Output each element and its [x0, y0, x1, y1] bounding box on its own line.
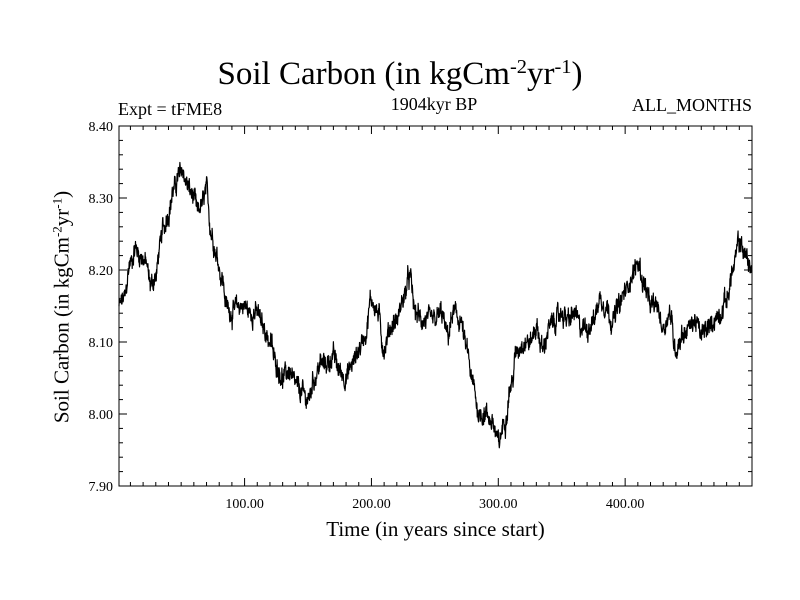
- x-axis-label: Time (in years since start): [326, 517, 545, 541]
- y-tick-label: 8.30: [89, 192, 114, 207]
- plot-frame: [118, 125, 753, 487]
- x-tick-label: 200.00: [352, 497, 391, 512]
- subtitle-months: ALL_MONTHS: [632, 95, 752, 115]
- series-layer: [118, 161, 753, 449]
- y-tick-label: 8.40: [89, 120, 114, 135]
- x-tick-label: 400.00: [606, 497, 645, 512]
- y-tick-label: 7.90: [89, 480, 114, 495]
- subtitle-experiment: Expt = tFME8: [118, 99, 223, 119]
- y-tick-label: 8.10: [89, 336, 114, 351]
- x-tick-label: 300.00: [479, 497, 518, 512]
- tick-labels: 100.00 200.00 300.00 400.00 7.90 8.00 8.10 8.20…: [89, 120, 645, 512]
- y-tick-label: 8.00: [89, 408, 114, 423]
- y-tick-label: 8.20: [89, 264, 114, 279]
- chart-title: Soil Carbon (in kgCm-2yr-1): [217, 55, 583, 92]
- x-tick-label: 100.00: [225, 497, 264, 512]
- series-line-soil-carbon: [118, 161, 753, 449]
- y-axis-label: Soil Carbon (in kgCm-2yr-1): [49, 190, 74, 424]
- subtitle-period: 1904kyr BP: [390, 94, 478, 114]
